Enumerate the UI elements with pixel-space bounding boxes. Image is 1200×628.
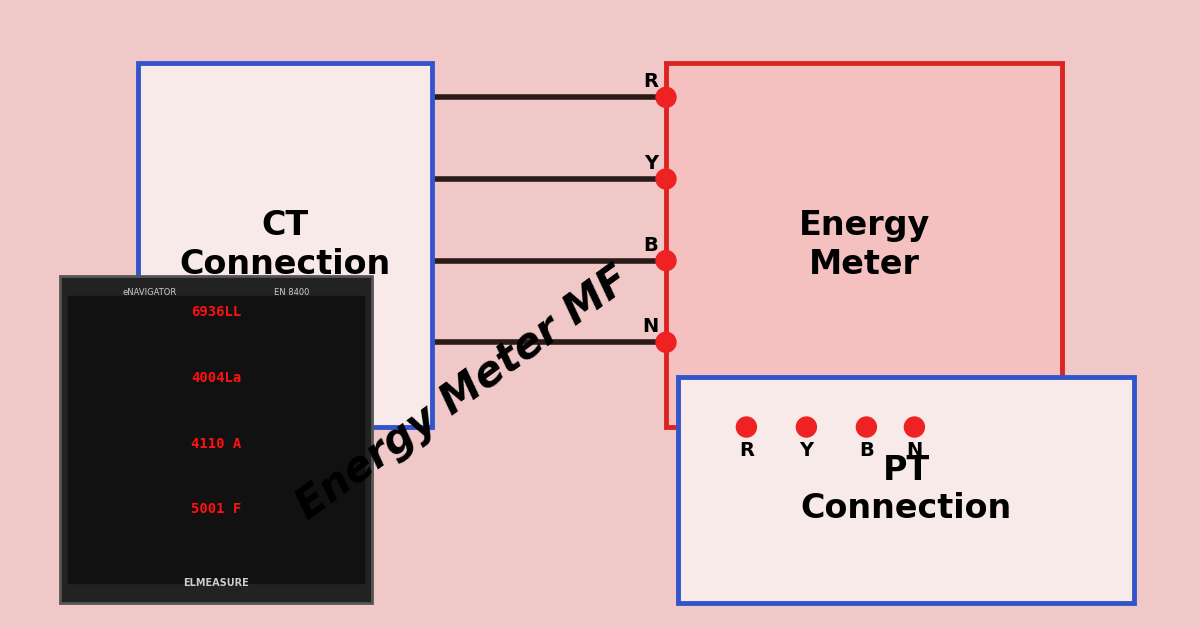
FancyBboxPatch shape: [138, 63, 432, 427]
Text: B: B: [643, 236, 658, 254]
Text: eNAVIGATOR: eNAVIGATOR: [122, 288, 176, 297]
Text: Y: Y: [644, 154, 658, 173]
Text: PT
Connection: PT Connection: [800, 454, 1012, 526]
Text: B: B: [859, 441, 874, 460]
Text: N: N: [642, 317, 658, 336]
FancyBboxPatch shape: [666, 63, 1062, 427]
Circle shape: [656, 251, 676, 271]
FancyBboxPatch shape: [678, 377, 1134, 603]
Circle shape: [737, 417, 756, 437]
FancyBboxPatch shape: [68, 296, 364, 583]
Text: ELMEASURE: ELMEASURE: [184, 578, 248, 588]
Text: Energy
Meter: Energy Meter: [798, 209, 930, 281]
Text: 6936LL: 6936LL: [191, 305, 241, 319]
Circle shape: [797, 417, 816, 437]
Text: Y: Y: [799, 441, 814, 460]
Circle shape: [656, 169, 676, 189]
Text: 4110 A: 4110 A: [191, 436, 241, 451]
Text: Energy Meter MF: Energy Meter MF: [288, 258, 637, 528]
FancyBboxPatch shape: [60, 276, 372, 603]
Text: CT
Connection: CT Connection: [179, 209, 391, 281]
Text: N: N: [906, 441, 923, 460]
Circle shape: [656, 87, 676, 107]
Text: 4004La: 4004La: [191, 371, 241, 385]
Circle shape: [857, 417, 876, 437]
Circle shape: [656, 332, 676, 352]
Text: R: R: [739, 441, 754, 460]
Text: EN 8400: EN 8400: [275, 288, 310, 297]
Text: R: R: [643, 72, 658, 91]
Text: 5001 F: 5001 F: [191, 502, 241, 516]
Circle shape: [905, 417, 924, 437]
